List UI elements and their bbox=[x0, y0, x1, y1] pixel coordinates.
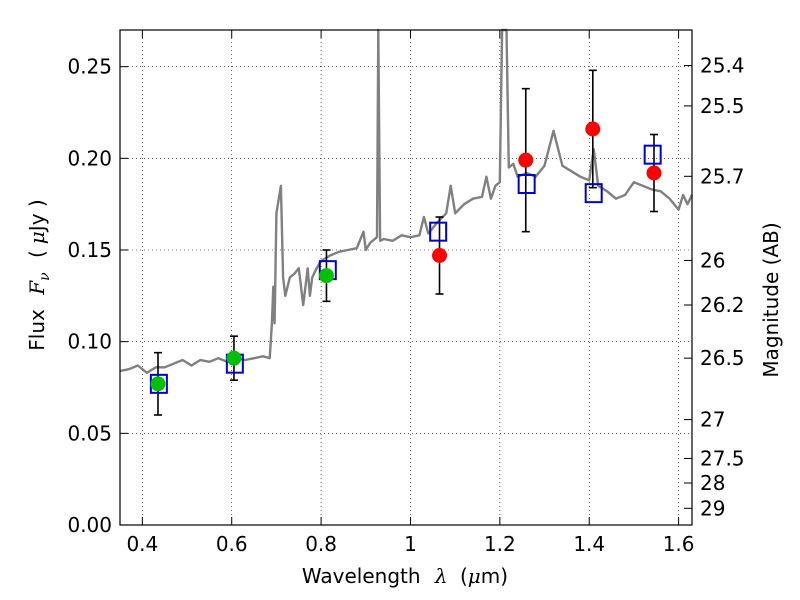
y2-tick-label: 25.7 bbox=[700, 164, 745, 188]
data-point bbox=[432, 248, 448, 263]
x-ticks: 0.4 0.6 0.8 1 1.2 1.4 1.6 bbox=[126, 30, 695, 556]
x-tick-label: 1 bbox=[404, 532, 417, 556]
y2-axis-label: Magnitude (AB) bbox=[759, 222, 783, 377]
y2-tick-label: 25.4 bbox=[700, 54, 745, 78]
y2-tick-label: 27.5 bbox=[700, 446, 745, 470]
x-axis-label-unit-rest: m) bbox=[481, 564, 508, 588]
model-square bbox=[584, 183, 603, 204]
x-tick-label: 0.6 bbox=[216, 532, 248, 556]
model-square bbox=[643, 144, 662, 165]
plot-frame bbox=[119, 29, 693, 526]
x-tick-label: 1.4 bbox=[573, 532, 605, 556]
x-axis-label-symbol: λ bbox=[434, 564, 448, 588]
y-axis-label-prefix: Flux bbox=[25, 309, 49, 351]
data-point bbox=[585, 121, 601, 137]
model-square bbox=[429, 221, 448, 242]
data-point bbox=[318, 268, 334, 284]
x-tick-label: 1.6 bbox=[663, 532, 695, 556]
y-axis-label-symbol: F bbox=[25, 280, 49, 296]
data-point bbox=[518, 152, 534, 168]
y-tick-label: 0.05 bbox=[67, 421, 112, 445]
data-point bbox=[226, 350, 242, 366]
y-tick-label: 0.00 bbox=[67, 513, 112, 537]
y-axis-label-unit-rest: Jy ) bbox=[25, 199, 49, 233]
square-layer bbox=[149, 144, 662, 394]
x-tick-label: 0.8 bbox=[305, 532, 337, 556]
model-square bbox=[517, 174, 536, 194]
spectrum-layer bbox=[119, 28, 694, 374]
y-axis-label-unit-mu: μ bbox=[25, 231, 49, 244]
x-axis-label: Wavelength λ (μm) bbox=[302, 564, 508, 588]
x-axis-label-prefix: Wavelength bbox=[302, 564, 421, 588]
y2-tick-label: 26.2 bbox=[700, 293, 745, 317]
y-tick-label: 0.15 bbox=[67, 238, 112, 262]
y2-tick-label: 26.5 bbox=[700, 346, 745, 370]
y-tick-label: 0.25 bbox=[67, 55, 112, 79]
y-axis-label-unit-open: ( bbox=[25, 250, 49, 258]
y2-tick-label: 27 bbox=[700, 408, 725, 432]
y2-tick-label: 26 bbox=[700, 248, 725, 272]
spectrum-line bbox=[119, 28, 694, 374]
grid bbox=[120, 30, 692, 526]
data-point bbox=[150, 376, 166, 392]
x-tick-label: 1.2 bbox=[484, 532, 516, 556]
y-ticks: 0.00 0.05 0.10 0.15 0.20 0.25 bbox=[67, 55, 128, 537]
data-point bbox=[646, 165, 662, 181]
point-layer bbox=[150, 121, 662, 392]
y2-tick-label: 25.5 bbox=[700, 94, 745, 118]
x-axis-label-unit-mu: μ bbox=[468, 564, 481, 588]
x-axis-label-unit-open: ( bbox=[460, 564, 468, 588]
y-axis-label-subscript: ν bbox=[37, 272, 53, 281]
y-tick-label: 0.20 bbox=[67, 146, 112, 170]
y2-tick-label: 29 bbox=[700, 496, 725, 520]
y2-tick-label: 28 bbox=[700, 471, 725, 495]
y-tick-label: 0.10 bbox=[67, 330, 112, 354]
x-tick-label: 0.4 bbox=[126, 532, 158, 556]
y-axis-label: Flux Fν ( μJy ) bbox=[25, 199, 54, 350]
